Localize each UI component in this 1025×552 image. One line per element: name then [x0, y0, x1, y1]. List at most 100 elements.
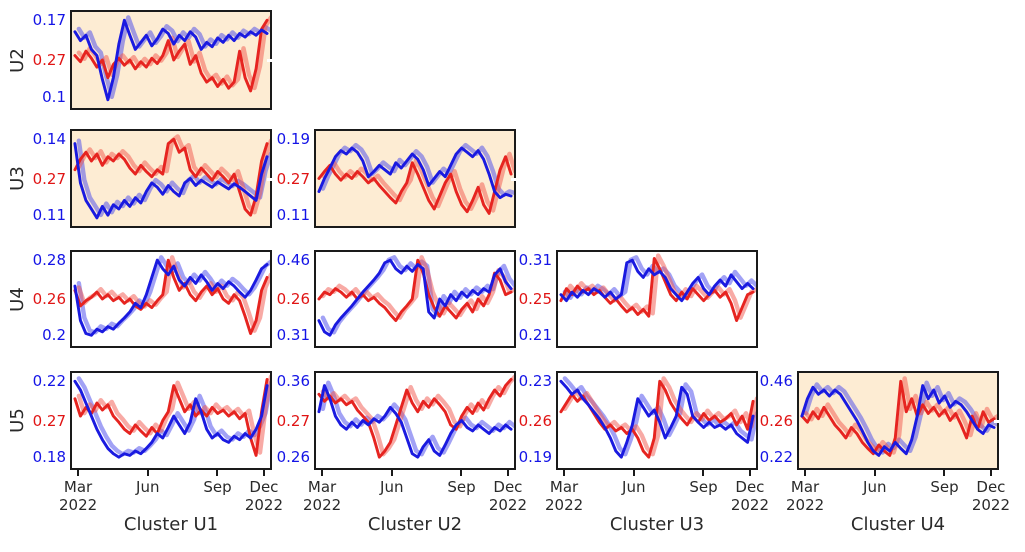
blue-series-line	[317, 384, 513, 459]
subplot-u3-cluster-u1	[70, 129, 272, 228]
red-series-shadow	[76, 374, 270, 455]
line-chart-u4-cluster-u2	[317, 255, 514, 337]
red-series-shadow	[803, 376, 997, 455]
x-tick-label: Jun	[380, 478, 404, 496]
row-label-u4: U4	[4, 250, 30, 348]
x-tick-label: Jun	[136, 478, 160, 496]
x-tick-label: Mar 2022	[58, 478, 98, 514]
subplot-u5-cluster-u3	[556, 371, 758, 470]
y-tick-label-middle-u5-cluster-u4: 0.26	[759, 411, 793, 430]
row-label-u5: U5	[4, 371, 30, 470]
subplot-u3-cluster-u2	[314, 129, 516, 228]
x-tick-mark	[506, 470, 509, 476]
red-series-shadow	[320, 374, 514, 457]
red-series-line	[73, 377, 269, 457]
y-tick-label-middle-u5-cluster-u2: 0.27	[276, 411, 310, 430]
x-tick-label: Dec 2022	[244, 478, 283, 514]
row-label-text: U3	[6, 166, 28, 191]
y-tick-label-bottom-u3-cluster-u2: 0.11	[276, 206, 310, 224]
x-tick-label: Mar 2022	[785, 478, 825, 514]
red-series-line	[317, 155, 513, 215]
red-series-line	[317, 258, 513, 323]
line-chart-u5-cluster-u2	[317, 374, 514, 459]
blue-series-line	[317, 146, 513, 200]
x-tick-label: Dec 2022	[488, 478, 527, 514]
x-tick-mark	[390, 470, 393, 476]
y-tick-label-middle-u4-cluster-u3: 0.25	[518, 290, 552, 308]
y-tick-label-bottom-u5-cluster-u4: 0.22	[759, 448, 793, 466]
x-tick-mark	[460, 470, 463, 476]
x-tick-label: Sep	[203, 478, 232, 496]
y-tick-label-bottom-u4-cluster-u3: 0.21	[518, 326, 552, 344]
row-label-text: U5	[6, 408, 28, 433]
subplot-u5-cluster-u4	[797, 371, 999, 470]
row-label-u2: U2	[4, 10, 30, 110]
red-series-line	[317, 377, 513, 459]
x-tick-mark	[873, 470, 876, 476]
y-tick-label-bottom-u5-cluster-u2: 0.26	[276, 448, 310, 466]
y-tick-label-bottom-u2-cluster-u1: 0.1	[42, 88, 66, 106]
y-tick-label-middle-u3-cluster-u2: 0.27	[276, 169, 310, 188]
line-chart-u4-cluster-u3	[559, 253, 756, 323]
y-tick-label-top-u4-cluster-u3: 0.31	[518, 251, 552, 269]
blue-series-line	[73, 258, 269, 337]
x-tick-mark	[262, 470, 265, 476]
y-tick-label-middle-u4-cluster-u1: 0.26	[32, 290, 66, 308]
subplot-u5-cluster-u2	[314, 371, 516, 470]
x-tick-label: Dec 2022	[730, 478, 769, 514]
column-title-cluster-u1: Cluster U1	[123, 514, 219, 535]
blue-series-shadow	[320, 142, 514, 197]
y-tick-label-middle-u3-cluster-u1: 0.27	[32, 169, 66, 188]
y-tick-label-middle-u5-cluster-u3: 0.26	[518, 411, 552, 430]
subplot-u4-cluster-u2	[314, 250, 516, 348]
y-tick-label-bottom-u3-cluster-u1: 0.11	[32, 206, 66, 224]
column-title-cluster-u4: Cluster U4	[850, 514, 946, 535]
subplot-u2-cluster-u1	[70, 10, 272, 110]
y-tick-label-top-u4-cluster-u1: 0.28	[32, 251, 66, 269]
red-series-shadow	[320, 255, 514, 320]
y-tick-label-top-u5-cluster-u4: 0.46	[759, 372, 793, 390]
y-tick-label-middle-u5-cluster-u1: 0.27	[32, 411, 66, 430]
right-mid-tick	[267, 177, 274, 181]
x-tick-label: Sep	[447, 478, 476, 496]
subplot-u5-cluster-u1	[70, 371, 272, 470]
red-series-line	[73, 137, 269, 217]
subplot-u4-cluster-u3	[556, 250, 758, 348]
row-label-u3: U3	[4, 129, 30, 228]
line-chart-u4-cluster-u1	[73, 255, 270, 337]
y-tick-label-top-u3-cluster-u2: 0.19	[276, 130, 310, 148]
blue-series-line	[559, 258, 755, 303]
y-tick-label-top-u3-cluster-u1: 0.14	[32, 130, 66, 148]
line-chart-u5-cluster-u3	[559, 376, 756, 459]
x-tick-mark	[563, 470, 566, 476]
red-series-line	[800, 379, 996, 457]
x-tick-mark	[989, 470, 992, 476]
blue-series-line	[73, 142, 269, 220]
x-tick-mark	[632, 470, 635, 476]
x-tick-mark	[146, 470, 149, 476]
y-tick-label-bottom-u4-cluster-u1: 0.2	[42, 326, 66, 344]
row-label-text: U4	[6, 286, 28, 312]
y-tick-label-top-u2-cluster-u1: 0.17	[32, 11, 66, 29]
x-tick-mark	[216, 470, 219, 476]
red-series-shadow	[562, 253, 756, 320]
right-mid-tick	[267, 59, 274, 62]
x-tick-mark	[321, 470, 324, 476]
blue-series-line	[73, 379, 269, 459]
line-chart-u2-cluster-u1	[73, 15, 270, 102]
blue-series-line	[73, 18, 269, 102]
y-tick-label-top-u5-cluster-u3: 0.23	[518, 372, 552, 390]
x-tick-mark	[77, 470, 80, 476]
y-tick-label-middle-u2-cluster-u1: 0.27	[32, 51, 66, 69]
line-chart-u3-cluster-u2	[317, 142, 514, 215]
y-tick-label-middle-u4-cluster-u2: 0.26	[276, 290, 310, 308]
column-title-cluster-u3: Cluster U3	[609, 514, 705, 535]
blue-series-line	[800, 384, 996, 457]
x-tick-label: Jun	[622, 478, 646, 496]
column-title-cluster-u2: Cluster U2	[367, 514, 463, 535]
x-tick-label: Jun	[863, 478, 887, 496]
x-tick-label: Sep	[930, 478, 959, 496]
blue-series-shadow	[803, 380, 997, 455]
line-chart-u5-cluster-u4	[800, 376, 997, 457]
